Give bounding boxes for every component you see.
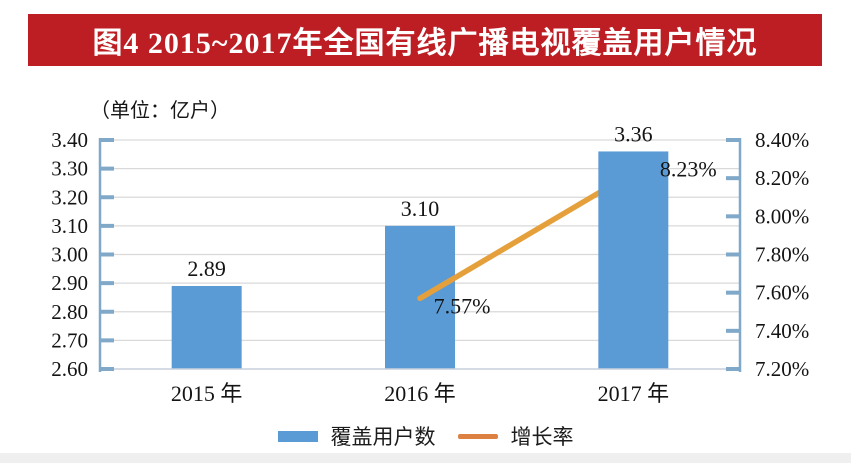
right-axis-tick-label: 8.00% bbox=[755, 204, 809, 228]
unit-label: （单位：亿户） bbox=[90, 100, 230, 122]
right-axis-tick-label: 7.40% bbox=[755, 319, 809, 343]
chart-title-banner: 图4 2015~2017年全国有线广播电视覆盖用户情况 bbox=[28, 14, 822, 66]
bar-value-label: 3.10 bbox=[401, 196, 440, 221]
bar-series-swatch bbox=[277, 430, 318, 442]
left-axis-tick-label: 2.90 bbox=[51, 271, 88, 295]
left-axis-tick-label: 3.00 bbox=[51, 243, 88, 267]
line-value-label: 7.57% bbox=[434, 293, 491, 318]
left-axis-tick-label: 3.20 bbox=[51, 185, 88, 209]
left-axis-tick-label: 2.80 bbox=[51, 300, 88, 324]
bar-2017年 bbox=[598, 151, 669, 369]
right-axis-tick-label: 7.80% bbox=[755, 243, 809, 267]
growth-rate-line bbox=[417, 169, 637, 302]
left-axis-tick-label: 2.60 bbox=[51, 357, 88, 381]
line-series-swatch bbox=[457, 433, 498, 439]
right-axis-tick-label: 7.60% bbox=[755, 281, 809, 305]
bar-value-label: 2.89 bbox=[187, 256, 226, 281]
bar-value-label: 3.36 bbox=[614, 121, 653, 146]
legend-item-covered-users: 覆盖用户数 bbox=[277, 421, 436, 451]
legend-item-growth-rate: 增长率 bbox=[457, 421, 574, 451]
page-bottom-strip bbox=[0, 453, 851, 463]
x-axis-label: 2017 年 bbox=[598, 381, 670, 406]
bar-2015年 bbox=[171, 285, 242, 369]
right-axis-tick-label: 7.20% bbox=[755, 357, 809, 381]
x-axis-label: 2016 年 bbox=[384, 381, 456, 406]
left-axis-tick-label: 3.30 bbox=[51, 157, 88, 181]
legend-label-covered-users: 覆盖用户数 bbox=[330, 426, 436, 449]
line-value-label: 8.23% bbox=[660, 156, 717, 181]
legend-label-growth-rate: 增长率 bbox=[510, 426, 574, 449]
left-axis-tick-label: 3.40 bbox=[51, 128, 88, 152]
left-axis-tick-label: 2.70 bbox=[51, 328, 88, 352]
chart-title: 图4 2015~2017年全国有线广播电视覆盖用户情况 bbox=[92, 27, 758, 60]
right-axis-tick-label: 8.20% bbox=[755, 166, 809, 190]
chart-legend: 覆盖用户数 增长率 bbox=[0, 423, 851, 449]
x-axis-label: 2015 年 bbox=[171, 381, 243, 406]
right-axis-tick-label: 8.40% bbox=[755, 128, 809, 152]
left-axis-tick-label: 3.10 bbox=[51, 214, 88, 238]
